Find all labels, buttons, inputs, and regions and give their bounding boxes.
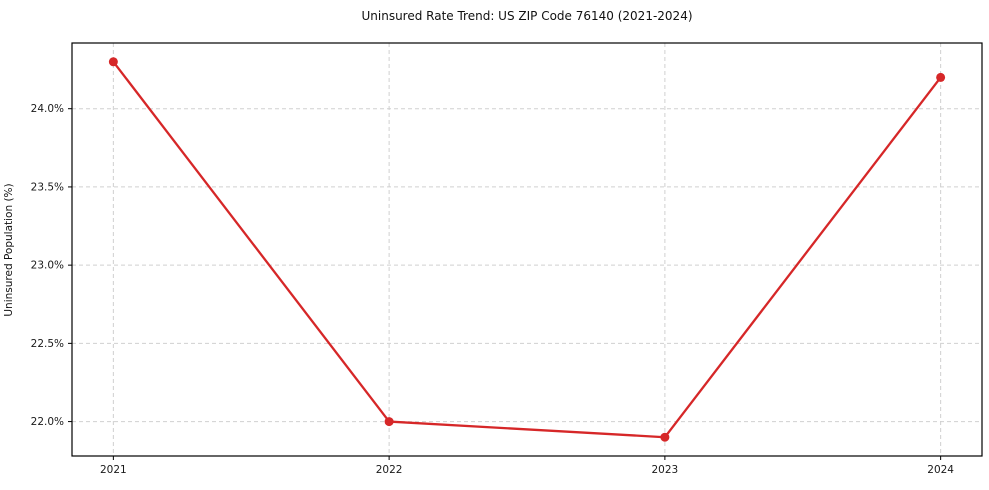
- plot-border: [71, 42, 983, 457]
- data-point-marker: [660, 432, 670, 442]
- chart-title: Uninsured Rate Trend: US ZIP Code 76140 …: [361, 9, 693, 23]
- data-point-marker: [108, 57, 118, 67]
- x-tick-label: 2024: [927, 464, 954, 476]
- y-tick-label: 22.5%: [31, 338, 64, 350]
- y-tick-label: 22.0%: [31, 416, 64, 428]
- y-tick-label: 23.5%: [31, 181, 64, 193]
- x-tick-label: 2021: [100, 464, 127, 476]
- y-tick-label: 24.0%: [31, 103, 64, 115]
- data-point-marker: [936, 72, 946, 82]
- trend-line: [112, 60, 942, 439]
- y-tick-label: 23.0%: [31, 260, 64, 272]
- x-tick-label: 2023: [652, 464, 679, 476]
- x-tick-label: 2022: [376, 464, 403, 476]
- data-point-marker: [384, 417, 394, 427]
